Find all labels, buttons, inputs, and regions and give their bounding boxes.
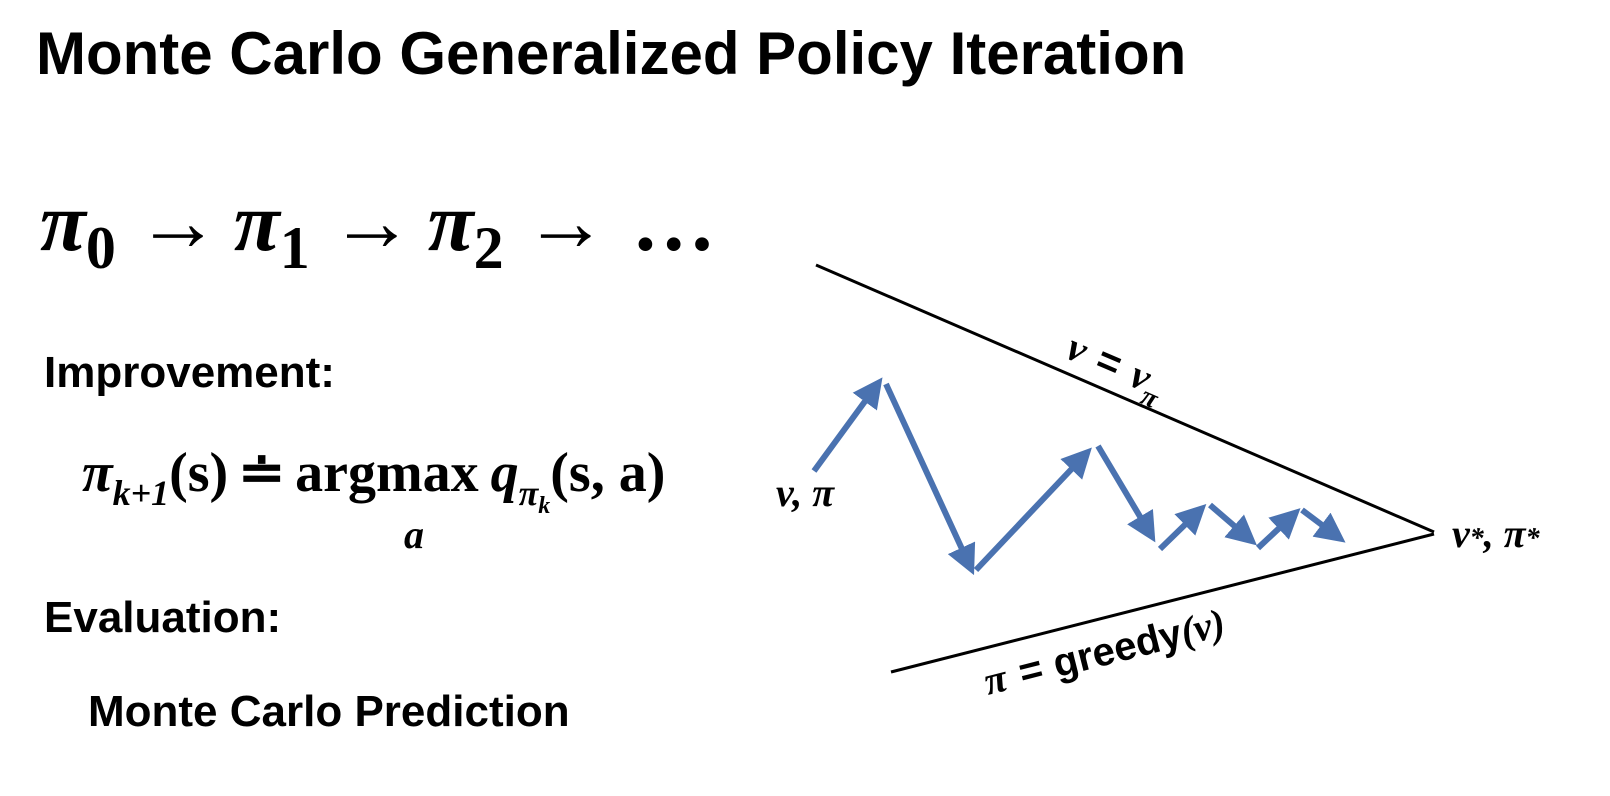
formula-q-subscript-k: k (538, 493, 551, 519)
optimal-v-star: * (1470, 523, 1485, 554)
zigzag-arrow (973, 447, 1092, 573)
formula-pi-subscript: k+1 (112, 473, 170, 513)
improvement-label: Improvement: (44, 348, 335, 397)
formula-argmax: argmax (295, 442, 479, 504)
zigzag-arrow (1208, 502, 1257, 546)
evaluation-label: Evaluation: (44, 593, 282, 642)
optimal-pi-star: * (1526, 523, 1541, 554)
zigzag-arrow (1300, 507, 1346, 543)
policy-2-subscript: 2 (473, 215, 504, 281)
lower-label-equals: = (1014, 647, 1047, 695)
upper-convergence-line (815, 263, 1435, 534)
upper-line-label: v=vπ (1056, 324, 1172, 415)
optimal-v: v (1452, 511, 1471, 556)
lower-label-text: π=greedy(v) (979, 600, 1229, 704)
zigzag-arrow (1157, 503, 1207, 552)
policy-0-symbol: π (40, 176, 86, 269)
zigzag-arrow (811, 377, 883, 473)
evaluation-method: Monte Carlo Prediction (88, 687, 570, 736)
zigzag-arrow (1095, 444, 1156, 543)
formula-lhs-argument: (s) (169, 442, 229, 504)
policy-sequence: π0 → π1 → π2 →… (40, 168, 716, 278)
slide-title: Monte Carlo Generalized Policy Iteration (36, 20, 1187, 87)
lower-line-label: π=greedy(v) (979, 600, 1229, 704)
zigzag-arrow (883, 382, 976, 576)
start-label: v, π (776, 470, 835, 515)
optimal-separator: , (1483, 511, 1504, 556)
lower-label-lhs: π (979, 654, 1012, 703)
argmax-under-variable: a (404, 512, 424, 557)
sequence-arrow-2: → (329, 176, 414, 269)
upper-label-equals: = (1090, 337, 1129, 387)
gpi-zigzag-arrows (811, 377, 1346, 576)
improvement-formula: πk+1(s) ≐ argmax qπk(s, a) (82, 438, 666, 518)
sequence-arrow-3: → (523, 176, 608, 269)
optimal-label: v*, π* (1452, 511, 1541, 556)
sequence-arrow-1: → (135, 176, 220, 269)
upper-label-lhs: v (1060, 324, 1095, 373)
formula-relation: ≐ (238, 442, 286, 504)
lower-convergence-line (890, 532, 1435, 674)
policy-1-subscript: 1 (279, 215, 310, 281)
formula-q-arguments: (s, a) (550, 442, 666, 504)
optimal-pi: π (1504, 511, 1527, 556)
upper-label-text: v=vπ (1056, 324, 1172, 415)
policy-1-symbol: π (233, 176, 280, 269)
sequence-ellipsis: … (631, 176, 716, 269)
lower-label-func: greedy (1048, 611, 1187, 686)
policy-2-symbol: π (427, 176, 474, 269)
lower-label-arg: (v) (1175, 600, 1229, 655)
zigzag-arrow (1255, 508, 1301, 551)
formula-pi-symbol: π (82, 442, 113, 504)
formula-q-subscript-pi: π (518, 473, 539, 513)
formula-q-symbol: q (490, 442, 519, 504)
policy-0-subscript: 0 (85, 215, 116, 281)
